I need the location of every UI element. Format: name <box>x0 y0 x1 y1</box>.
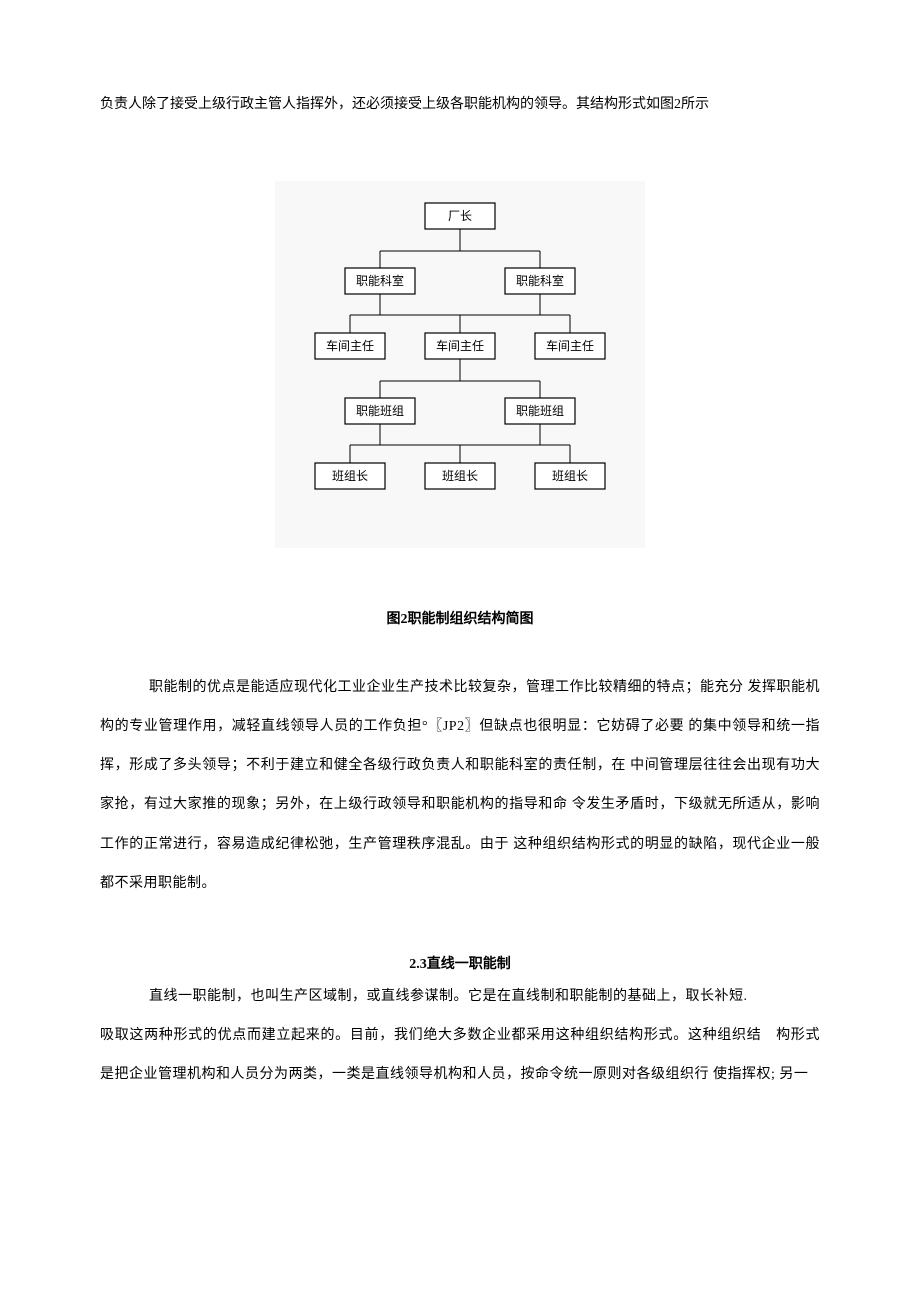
node-workshop-director-2-label: 车间主任 <box>436 338 484 353</box>
figure-caption: 图2职能制组织结构简图 <box>100 608 820 628</box>
diagram-container: 厂长 职能科室 职能科室 车间主任 车间主任 车间主任 <box>100 181 820 548</box>
node-func-dept-1-label: 职能科室 <box>356 273 404 288</box>
node-workshop-director-3-label: 车间主任 <box>546 338 594 353</box>
node-func-team-1-label: 职能班组 <box>356 404 404 418</box>
org-chart-diagram: 厂长 职能科室 职能科室 车间主任 车间主任 车间主任 <box>275 181 645 548</box>
section-heading-2-3: 2.3直线一职能制 <box>100 953 820 973</box>
paragraph-line-functional: 直线一职能制，也叫生产区域制，或直线参谋制。它是在直线制和职能制的基础上，取长补… <box>100 977 820 1095</box>
node-func-team-2-label: 职能班组 <box>516 404 564 418</box>
node-workshop-director-1-label: 车间主任 <box>326 338 374 353</box>
paragraph-functional-pros-cons: 职能制的优点是能适应现代化工业企业生产技术比较复杂，管理工作比较精细的特点；能充… <box>100 668 820 903</box>
intro-paragraph: 负责人除了接受上级行政主管人指挥外，还必须接受上级各职能机构的领导。其结构形式如… <box>100 90 820 121</box>
org-chart-svg: 厂长 职能科室 职能科室 车间主任 车间主任 车间主任 <box>295 193 625 523</box>
para2-continuation: 吸取这两种形式的优点而建立起来的。目前，我们绝大多数企业都采用这种组织结构形式。… <box>100 1016 820 1094</box>
node-team-leader-3-label: 班组长 <box>552 469 588 483</box>
node-factory-director-label: 厂长 <box>448 209 472 223</box>
node-func-dept-2-label: 职能科室 <box>516 273 564 288</box>
node-team-leader-1-label: 班组长 <box>332 469 368 483</box>
para2-first-line: 直线一职能制，也叫生产区域制，或直线参谋制。它是在直线制和职能制的基础上，取长补… <box>100 977 820 1016</box>
node-team-leader-2-label: 班组长 <box>442 469 478 483</box>
